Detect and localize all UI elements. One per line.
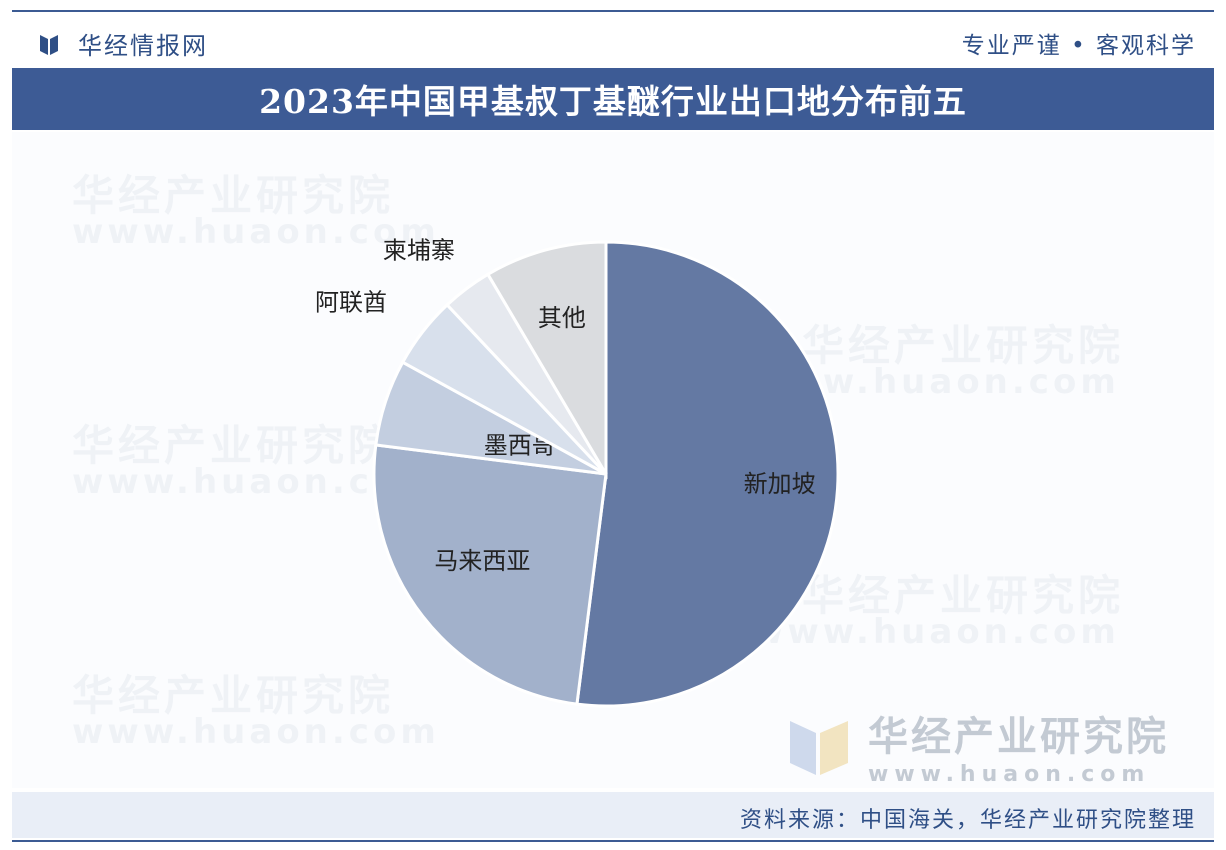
header: 华经情报网 专业严谨 • 客观科学 — [12, 14, 1214, 66]
corner-watermark-url: www.huaon.com — [868, 762, 1151, 787]
slogan: 专业严谨 • 客观科学 — [961, 33, 1196, 59]
watermark-logo-icon — [790, 720, 848, 775]
slice-label: 马来西亚 — [434, 547, 530, 575]
corner-watermark-name: 华经产业研究院 — [868, 714, 1169, 760]
slice-label: 新加坡 — [744, 470, 816, 498]
bottom-rule — [12, 840, 1214, 842]
title-bar: 2023年中国甲基叔丁基醚行业出口地分布前五 — [12, 68, 1214, 130]
pie-slice — [575, 240, 840, 708]
pie-slice — [372, 443, 608, 706]
slice-label: 其他 — [538, 304, 586, 332]
slice-label: 柬埔寨 — [383, 236, 455, 264]
source-note: 资料来源：中国海关，华经产业研究院整理 — [739, 808, 1196, 833]
pie-slice — [485, 240, 608, 480]
footer: 资料来源：中国海关，华经产业研究院整理 — [12, 792, 1214, 838]
top-rule — [12, 10, 1214, 12]
brand: 华经情报网 — [38, 26, 208, 61]
chart-title: 2023年中国甲基叔丁基醚行业出口地分布前五 — [259, 82, 967, 121]
brand-logo-icon — [40, 34, 58, 55]
plot-area: 华经产业研究院 www.huaon.com 华经产业研究院 www.huaon.… — [12, 132, 1214, 788]
brand-name: 华经情报网 — [78, 32, 208, 60]
corner-watermark: 华经产业研究院 www.huaon.com — [788, 704, 1169, 787]
slice-label: 阿联酋 — [315, 288, 387, 316]
